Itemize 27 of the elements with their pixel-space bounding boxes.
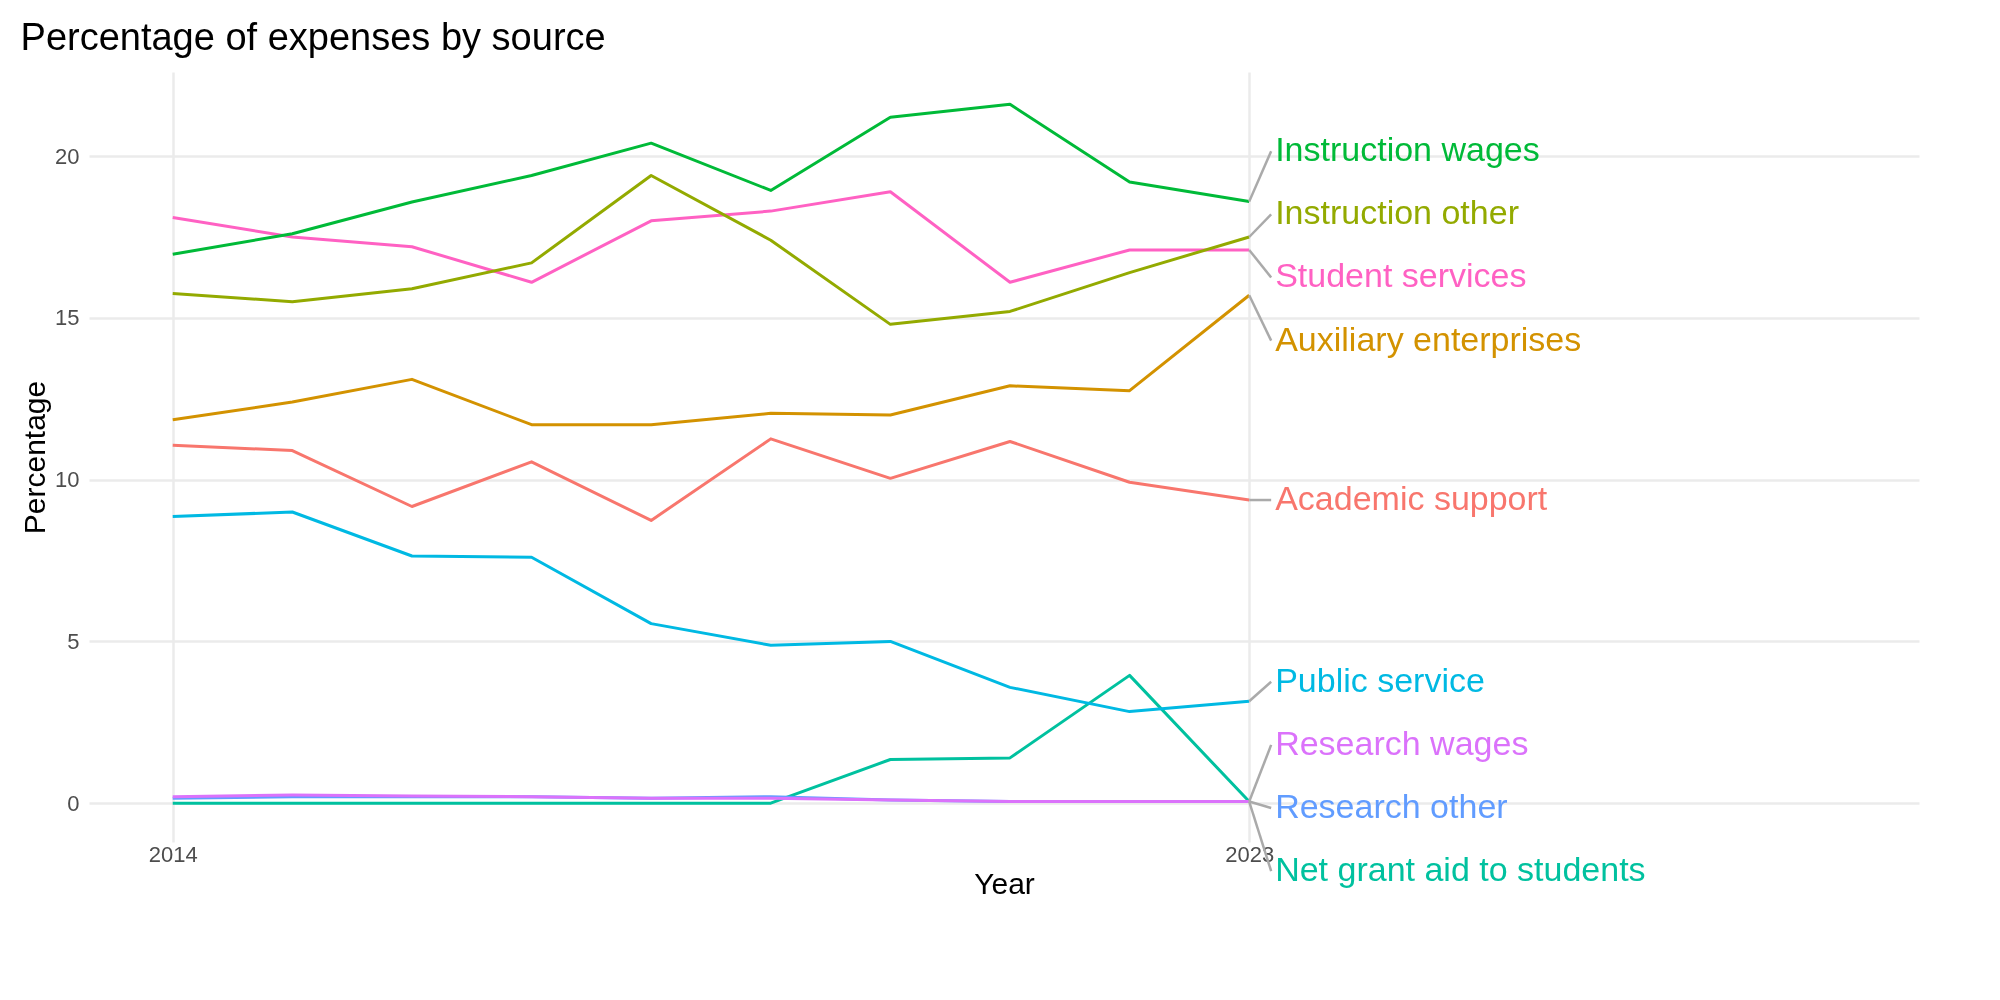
line-series — [171, 793, 1251, 804]
y-tick-label: 15 — [55, 305, 80, 331]
line-series — [171, 293, 1251, 427]
y-axis-title: Percentage — [18, 380, 52, 535]
x-axis-title: Year — [974, 866, 1035, 900]
series-label: Academic support — [1275, 479, 1548, 518]
text: Research other — [1275, 787, 1508, 826]
x-tick-label: 2014 — [148, 841, 198, 867]
line-series — [171, 190, 1251, 284]
line-series — [171, 510, 1251, 714]
series-label: Research wages — [1275, 723, 1529, 762]
series-label: Auxiliary enterprises — [1275, 319, 1582, 358]
series-label: Student services — [1275, 256, 1527, 295]
chart-title: Percentage of expenses by source — [20, 16, 606, 58]
line-series — [171, 102, 1251, 256]
y-tick-label: 20 — [55, 143, 80, 169]
y-tick-label: 5 — [67, 628, 80, 654]
line-series — [171, 174, 1251, 326]
series-label: Net grant aid to students — [1275, 850, 1646, 889]
series-label: Public service — [1275, 660, 1485, 699]
x-tick-label: 2023 — [1225, 841, 1275, 867]
line-series — [171, 437, 1251, 522]
series-label: Instruction other — [1275, 193, 1519, 232]
series-label: Instruction wages — [1275, 130, 1540, 169]
line-series — [171, 673, 1251, 805]
y-tick-label: 0 — [67, 790, 80, 816]
y-tick-label: 10 — [55, 467, 80, 493]
